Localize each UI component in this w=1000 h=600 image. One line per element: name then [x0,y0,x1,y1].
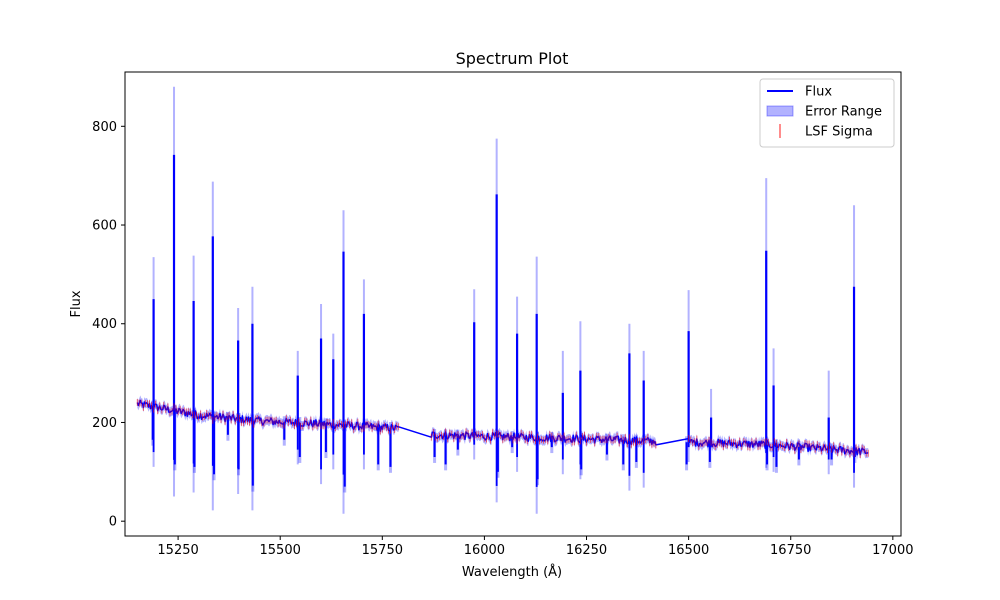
x-tick-label: 16750 [770,543,811,558]
lsf-sigma-ticks [688,435,869,458]
legend-label: Error Range [805,105,882,120]
lsf-sigma-ticks [136,399,400,435]
legend-box [759,78,895,148]
x-tick-label: 16250 [566,543,607,558]
chart-title: Spectrum Plot [456,49,569,68]
y-tick-label: 0 [109,515,117,530]
x-tick-label: 15500 [260,543,301,558]
y-tick-label: 200 [92,416,117,431]
y-tick-label: 800 [92,120,117,135]
x-axis: 15250 15500 15750 16000 16250 16500 16750 17000 [157,536,914,558]
lsf-sigma-ticks [430,428,657,449]
legend-label: Flux [805,85,832,100]
legend-label: LSF Sigma [805,125,873,140]
x-tick-label: 15750 [362,543,403,558]
x-tick-label: 16000 [464,543,505,558]
x-axis-label: Wavelength (Å) [462,564,562,580]
plot-frame [124,71,902,537]
lsf-sigma-layer [136,399,869,458]
legend: Flux Error Range LSF Sigma [759,78,895,148]
x-tick-label: 17000 [872,543,913,558]
x-tick-label: 15250 [157,543,198,558]
y-tick-label: 400 [92,317,117,332]
legend-swatch-error-range [766,105,794,117]
y-tick-label: 600 [92,219,117,234]
flux-layer [136,154,869,487]
y-axis-label: Flux [69,290,84,317]
y-axis: 0 200 400 600 800 [92,120,125,530]
x-tick-label: 16500 [668,543,709,558]
